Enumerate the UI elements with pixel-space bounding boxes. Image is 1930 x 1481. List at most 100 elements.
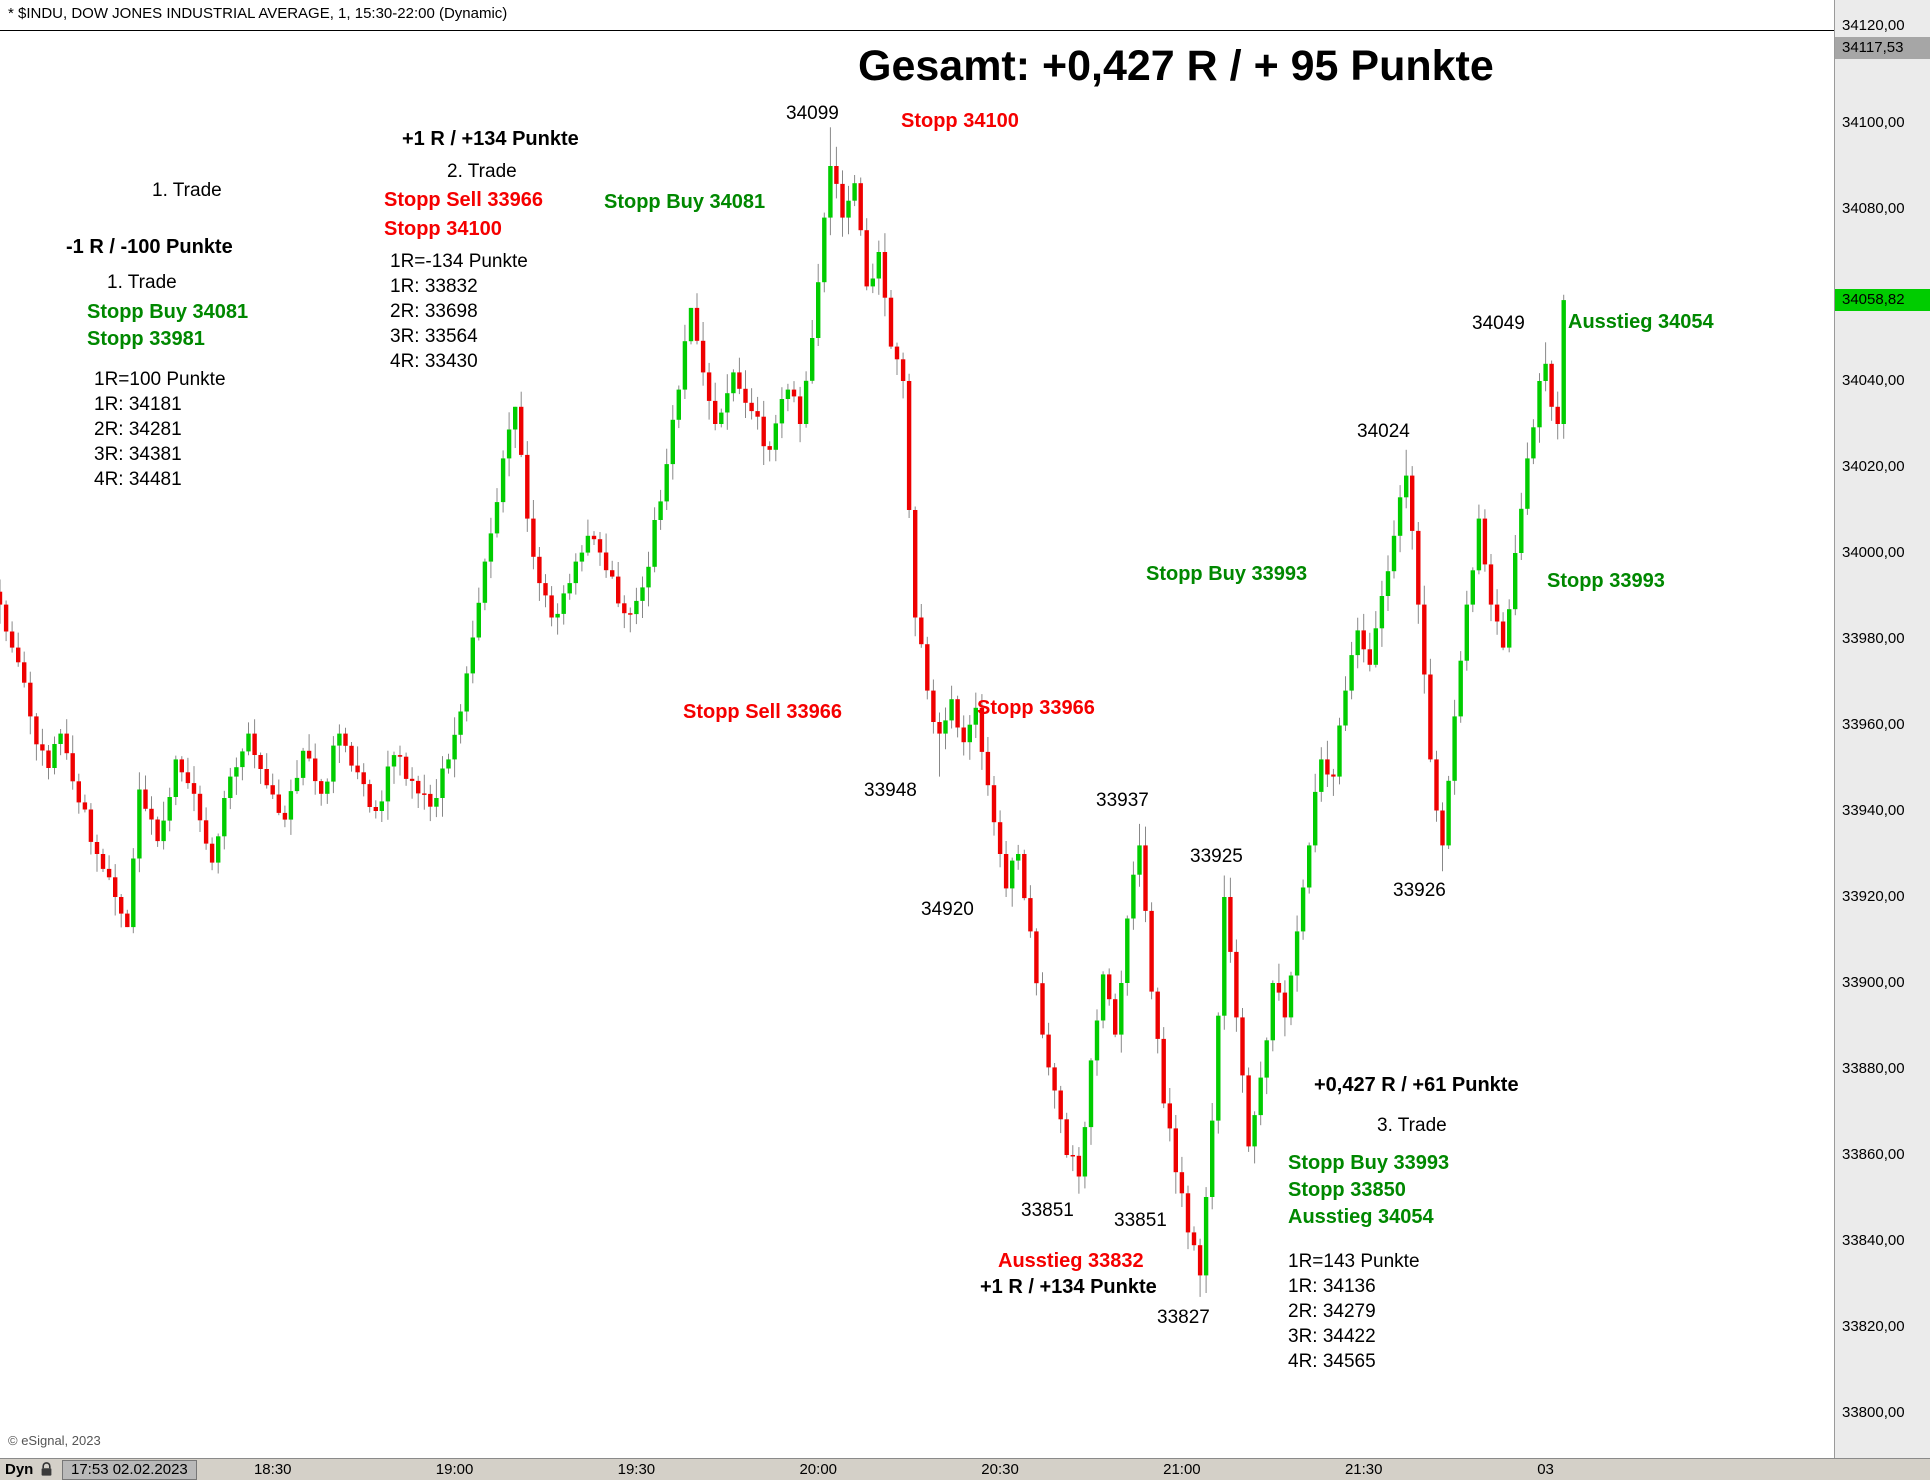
chart-annotation[interactable]: 2R: 33698 <box>390 301 478 322</box>
candle <box>1428 658 1433 763</box>
candle <box>167 787 172 832</box>
price-axis-tick: 33840,00 <box>1842 1232 1905 1249</box>
chart-annotation[interactable]: Stopp Sell 33966 <box>683 701 842 723</box>
chart-annotation[interactable]: 1R=100 Punkte <box>94 369 226 390</box>
candle <box>1246 1067 1251 1152</box>
chart-title-overlay[interactable]: Gesamt: +0,427 R / + 95 Punkte <box>858 42 1494 90</box>
candle <box>264 753 269 789</box>
candle <box>888 290 894 349</box>
chart-annotation[interactable]: +1 R / +134 Punkte <box>980 1276 1157 1298</box>
candle <box>694 293 700 345</box>
chart-annotation[interactable]: Stopp Sell 33966 <box>384 189 543 211</box>
chart-annotation[interactable]: 3R: 33564 <box>390 326 478 347</box>
candle <box>1094 1009 1100 1076</box>
chart-annotation[interactable]: 33827 <box>1157 1307 1210 1328</box>
candle <box>58 729 63 756</box>
chart-annotation[interactable]: Stopp 34100 <box>384 218 502 240</box>
candle <box>1046 1022 1051 1076</box>
chart-annotation[interactable]: 33926 <box>1393 880 1446 901</box>
candle <box>46 745 51 780</box>
candle <box>1167 1088 1172 1142</box>
candle <box>1416 522 1421 624</box>
chart-header: * $INDU, DOW JONES INDUSTRIAL AVERAGE, 1… <box>8 5 507 22</box>
chart-annotation[interactable]: 1R=-134 Punkte <box>390 251 528 272</box>
chart-annotation[interactable]: Stopp 33981 <box>87 328 205 350</box>
chart-annotation[interactable]: Stopp Buy 34081 <box>87 301 249 323</box>
chart-annotation[interactable]: 3. Trade <box>1377 1115 1447 1136</box>
chart-annotation[interactable]: 2. Trade <box>447 161 517 182</box>
chart-annotation[interactable]: 1R: 33832 <box>390 276 478 297</box>
candle <box>325 778 330 804</box>
candle <box>222 790 227 850</box>
candle <box>1373 611 1378 668</box>
candle <box>367 779 372 813</box>
candle <box>973 692 978 738</box>
time-axis-label: 21:00 <box>1163 1461 1201 1478</box>
candle <box>143 775 148 812</box>
chart-annotation[interactable]: 34920 <box>921 899 974 920</box>
chart-annotation[interactable]: 4R: 34481 <box>94 469 182 490</box>
candle <box>1519 492 1524 560</box>
chart-annotation[interactable]: 33948 <box>864 780 917 801</box>
chart-annotation[interactable]: 4R: 34565 <box>1288 1351 1376 1372</box>
chart-annotation[interactable]: 1R: 34181 <box>94 394 182 415</box>
chart-annotation[interactable]: +0,427 R / +61 Punkte <box>1314 1074 1519 1096</box>
chart-annotation[interactable]: 33851 <box>1021 1200 1074 1221</box>
chart-annotation[interactable]: 33851 <box>1114 1210 1167 1231</box>
chart-annotation[interactable]: +1 R / +134 Punkte <box>402 128 579 150</box>
chart-annotation[interactable]: 1. Trade <box>107 272 177 293</box>
chart-annotation[interactable]: 4R: 33430 <box>390 351 478 372</box>
lock-icon[interactable] <box>40 1462 53 1481</box>
chart-annotation[interactable]: Stopp Buy 33993 <box>1146 563 1308 585</box>
candle <box>1276 963 1282 1001</box>
candle <box>682 324 688 399</box>
chart-annotation[interactable]: Ausstieg 33832 <box>998 1250 1144 1272</box>
chart-annotation[interactable]: 33925 <box>1190 846 1243 867</box>
chart-annotation[interactable]: 2R: 34279 <box>1288 1301 1376 1322</box>
candle <box>40 728 45 766</box>
chart-annotation[interactable]: 34024 <box>1357 421 1410 442</box>
candle <box>488 517 494 579</box>
candlestick-chart[interactable] <box>0 0 1834 1458</box>
chart-annotation[interactable]: Stopp 33850 <box>1288 1179 1406 1201</box>
chart-annotation[interactable]: Ausstieg 34054 <box>1288 1206 1434 1228</box>
chart-annotation[interactable]: 2R: 34281 <box>94 419 182 440</box>
candle <box>361 763 366 797</box>
candle <box>670 405 675 480</box>
candle <box>70 735 75 790</box>
candle <box>191 766 197 812</box>
chart-annotation[interactable]: Stopp 33966 <box>977 697 1095 719</box>
chart-annotation[interactable]: Stopp Buy 33993 <box>1288 1152 1450 1174</box>
price-axis[interactable]: 34117,53 34058,82 34120,00 34100,00 34080,… <box>1834 0 1930 1458</box>
candle <box>1022 849 1027 901</box>
chart-annotation[interactable]: 1R=143 Punkte <box>1288 1251 1420 1272</box>
candle <box>209 837 215 871</box>
candle <box>276 779 281 816</box>
candle <box>125 909 130 928</box>
chart-annotation[interactable]: Stopp 34100 <box>901 110 1019 132</box>
chart-annotation[interactable]: 3R: 34422 <box>1288 1326 1376 1347</box>
chart-annotation[interactable]: 33937 <box>1096 790 1149 811</box>
chart-annotation[interactable]: Stopp Buy 34081 <box>604 191 766 213</box>
chart-annotation[interactable]: 3R: 34381 <box>94 444 182 465</box>
candle <box>1216 1012 1221 1134</box>
chart-annotation[interactable]: 1R: 34136 <box>1288 1276 1376 1297</box>
time-axis-label: 18:30 <box>253 1461 292 1478</box>
candle <box>1555 391 1560 440</box>
candle <box>700 322 706 386</box>
chart-annotation[interactable]: Stopp 33993 <box>1547 570 1665 592</box>
candle <box>967 715 972 760</box>
chart-annotation[interactable]: Ausstieg 34054 <box>1568 311 1714 333</box>
price-axis-tick: 33820,00 <box>1842 1318 1905 1335</box>
candle <box>1422 585 1427 694</box>
chart-annotation[interactable]: 34049 <box>1472 313 1525 334</box>
candle <box>1300 879 1306 940</box>
candle <box>1234 939 1239 1032</box>
candle <box>1507 599 1512 653</box>
candle <box>737 357 742 395</box>
price-axis-tick: 33920,00 <box>1842 888 1905 905</box>
chart-annotation[interactable]: 34099 <box>786 103 839 124</box>
chart-annotation[interactable]: 1. Trade <box>152 180 222 201</box>
chart-annotation[interactable]: -1 R / -100 Punkte <box>66 236 233 258</box>
